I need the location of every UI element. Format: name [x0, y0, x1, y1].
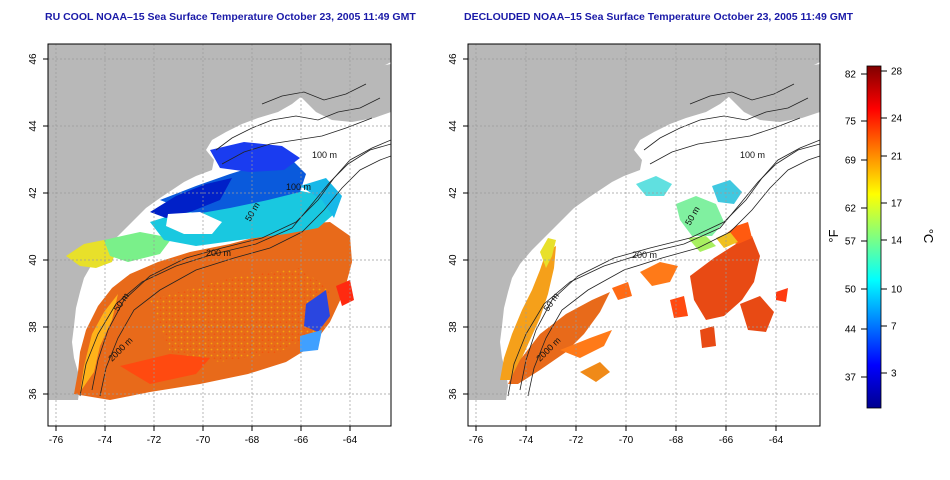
fahrenheit-tick-label: 69: [845, 156, 857, 167]
y-tick-label: 38: [28, 321, 39, 333]
left-bathymetry-contours: [79, 83, 391, 397]
x-tick-label: -74: [98, 435, 113, 446]
right-map-grid: [468, 44, 820, 426]
celsius-tick-label: 10: [891, 285, 903, 296]
celsius-label: °C: [921, 229, 936, 244]
colorbar-gradient: [866, 65, 882, 409]
y-tick-label: 36: [28, 388, 39, 400]
y-tick-label: 42: [448, 187, 459, 199]
y-tick-label: 40: [448, 254, 459, 266]
celsius-tick-label: 28: [891, 67, 903, 78]
left-map-frame: [47, 43, 392, 427]
x-tick-label: -76: [49, 435, 64, 446]
left-contour-label: 200 m: [206, 248, 231, 258]
celsius-tick-label: 7: [891, 322, 897, 333]
y-tick-label: 36: [448, 388, 459, 400]
y-tick-label: 44: [448, 120, 459, 132]
x-tick-label: -66: [719, 435, 734, 446]
celsius-tick-label: 17: [891, 199, 903, 210]
x-tick-label: -70: [196, 435, 211, 446]
celsius-tick-label: 14: [891, 236, 903, 247]
x-tick-label: -74: [519, 435, 534, 446]
fahrenheit-tick-label: 50: [845, 285, 857, 296]
fahrenheit-tick-label: 62: [845, 204, 857, 215]
right-map-frame: [467, 43, 821, 427]
temperature-colorbar: 82 75 69 62 57 50 44 37 28 24 21 17 14 10 7 3 °F °C: [826, 65, 936, 409]
fahrenheit-tick-label: 57: [845, 237, 857, 248]
right-map-nova-scotia: [728, 64, 820, 122]
x-tick-label: -76: [469, 435, 484, 446]
celsius-tick-label: 3: [891, 369, 897, 380]
right-map-land: [468, 44, 820, 400]
left-map-axes: -76 -74 -72 -70 -68 -66 -64 36 38 40 42 44 46: [28, 53, 358, 446]
left-map-nova-scotia: [300, 64, 391, 122]
x-tick-label: -64: [343, 435, 358, 446]
fahrenheit-tick-label: 75: [845, 117, 857, 128]
left-map-title: RU COOL NOAA–15 Sea Surface Temperature …: [45, 11, 416, 23]
right-sst-field: [500, 176, 788, 384]
y-tick-label: 38: [448, 321, 459, 333]
fahrenheit-tick-label: 37: [845, 373, 857, 384]
right-map-axes: -76 -74 -72 -70 -68 -66 -64 36 38 40 42 44 46: [448, 53, 784, 446]
y-tick-label: 46: [448, 53, 459, 65]
left-map: 100 m 100 m 50 m 200 m 50 m 2000 m -76 -7…: [28, 43, 392, 446]
right-bathymetry-contours: [507, 83, 820, 397]
fahrenheit-tick-label: 82: [845, 70, 857, 81]
celsius-tick-label: 21: [891, 152, 903, 163]
right-map: 100 m 50 m 200 m 50 m 2000 m -76 -74 -72 -7…: [448, 43, 821, 446]
y-tick-label: 46: [28, 53, 39, 65]
left-contour-label: 100 m: [312, 150, 337, 160]
celsius-tick-label: 24: [891, 114, 903, 125]
fahrenheit-tick-label: 44: [845, 325, 857, 336]
left-map-land: [48, 44, 391, 400]
y-tick-label: 40: [28, 254, 39, 266]
y-tick-label: 42: [28, 187, 39, 199]
fahrenheit-label: °F: [826, 229, 841, 242]
x-tick-label: -70: [619, 435, 634, 446]
x-tick-label: -68: [245, 435, 260, 446]
right-contour-label: 100 m: [740, 150, 765, 160]
x-tick-label: -66: [294, 435, 309, 446]
x-tick-label: -64: [769, 435, 784, 446]
left-contour-label: 100 m: [286, 182, 311, 192]
y-tick-label: 44: [28, 120, 39, 132]
x-tick-label: -72: [147, 435, 162, 446]
x-tick-label: -68: [669, 435, 684, 446]
x-tick-label: -72: [569, 435, 584, 446]
right-map-title: DECLOUDED NOAA–15 Sea Surface Temperatur…: [464, 11, 854, 23]
colorbar-ticks: 82 75 69 62 57 50 44 37 28 24 21 17 14 10 7 3: [845, 67, 903, 384]
left-map-grid: [48, 44, 391, 426]
right-contour-label: 200 m: [632, 250, 657, 260]
